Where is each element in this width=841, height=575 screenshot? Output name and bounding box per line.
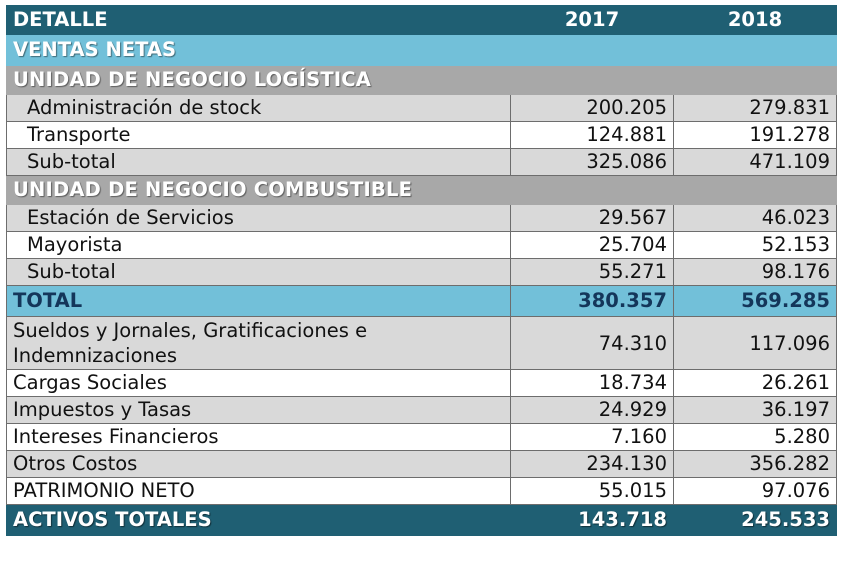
table-row: Estación de Servicios 29.567 46.023 <box>6 204 837 232</box>
header-label: DETALLE <box>6 5 511 35</box>
financial-detail-table-wrap: DETALLE 2017 2018 VENTAS NETAS UNIDAD DE… <box>6 5 837 536</box>
unit-title-logistica: UNIDAD DE NEGOCIO LOGÍSTICA <box>6 65 837 95</box>
header-row: DETALLE 2017 2018 <box>6 5 837 35</box>
final-value-2017: 143.718 <box>510 504 674 536</box>
row-value-2017: 74.310 <box>510 316 674 370</box>
row-value-2017: 325.086 <box>510 148 674 176</box>
row-label: Estación de Servicios <box>6 204 511 232</box>
row-label: Sub-total <box>6 148 511 176</box>
table-row: Administración de stock 200.205 279.831 <box>6 94 837 122</box>
row-value-2017: 25.704 <box>510 231 674 259</box>
section-title: VENTAS NETAS <box>6 34 837 66</box>
final-label: ACTIVOS TOTALES <box>6 504 511 536</box>
row-value-2017: 55.015 <box>510 477 674 505</box>
row-value-2017: 29.567 <box>510 204 674 232</box>
row-value-2018: 97.076 <box>673 477 837 505</box>
activos-totales-row: ACTIVOS TOTALES 143.718 245.533 <box>6 504 837 536</box>
row-value-2018: 471.109 <box>673 148 837 176</box>
total-row: TOTAL 380.357 569.285 <box>6 285 837 317</box>
table-row: Impuestos y Tasas 24.929 36.197 <box>6 396 837 424</box>
table-row: Intereses Financieros 7.160 5.280 <box>6 423 837 451</box>
row-value-2017: 200.205 <box>510 94 674 122</box>
row-value-2018: 36.197 <box>673 396 837 424</box>
header-year-2017: 2017 <box>510 5 674 35</box>
row-label: Otros Costos <box>6 450 511 478</box>
row-label: Sub-total <box>6 258 511 286</box>
row-value-2017: 18.734 <box>510 369 674 397</box>
row-value-2018: 5.280 <box>673 423 837 451</box>
table-row: PATRIMONIO NETO 55.015 97.076 <box>6 477 837 505</box>
row-label: Transporte <box>6 121 511 149</box>
row-label: Sueldos y Jornales, Gratificaciones e In… <box>6 316 511 370</box>
row-label: Administración de stock <box>6 94 511 122</box>
row-value-2018: 117.096 <box>673 316 837 370</box>
row-label: PATRIMONIO NETO <box>6 477 511 505</box>
row-value-2017: 124.881 <box>510 121 674 149</box>
row-label: Cargas Sociales <box>6 369 511 397</box>
section-row-ventas-netas: VENTAS NETAS <box>6 34 837 66</box>
table-row: Cargas Sociales 18.734 26.261 <box>6 369 837 397</box>
row-value-2017: 7.160 <box>510 423 674 451</box>
row-value-2017: 55.271 <box>510 258 674 286</box>
subtotal-row-combustible: Sub-total 55.271 98.176 <box>6 258 837 286</box>
row-label: Impuestos y Tasas <box>6 396 511 424</box>
row-value-2018: 46.023 <box>673 204 837 232</box>
row-value-2018: 279.831 <box>673 94 837 122</box>
final-value-2018: 245.533 <box>673 504 837 536</box>
table-row: Sueldos y Jornales, Gratificaciones e In… <box>6 316 837 370</box>
financial-detail-table: DETALLE 2017 2018 VENTAS NETAS UNIDAD DE… <box>6 5 837 536</box>
total-value-2018: 569.285 <box>673 285 837 317</box>
row-label: Intereses Financieros <box>6 423 511 451</box>
row-label: Mayorista <box>6 231 511 259</box>
unit-row-combustible: UNIDAD DE NEGOCIO COMBUSTIBLE <box>6 175 837 205</box>
unit-title-combustible: UNIDAD DE NEGOCIO COMBUSTIBLE <box>6 175 837 205</box>
row-value-2018: 52.153 <box>673 231 837 259</box>
total-label: TOTAL <box>6 285 511 317</box>
row-value-2017: 24.929 <box>510 396 674 424</box>
row-value-2017: 234.130 <box>510 450 674 478</box>
table-row: Otros Costos 234.130 356.282 <box>6 450 837 478</box>
row-value-2018: 191.278 <box>673 121 837 149</box>
table-row: Mayorista 25.704 52.153 <box>6 231 837 259</box>
row-value-2018: 98.176 <box>673 258 837 286</box>
row-value-2018: 26.261 <box>673 369 837 397</box>
subtotal-row-logistica: Sub-total 325.086 471.109 <box>6 148 837 176</box>
row-value-2018: 356.282 <box>673 450 837 478</box>
table-row: Transporte 124.881 191.278 <box>6 121 837 149</box>
total-value-2017: 380.357 <box>510 285 674 317</box>
unit-row-logistica: UNIDAD DE NEGOCIO LOGÍSTICA <box>6 65 837 95</box>
header-year-2018: 2018 <box>673 5 837 35</box>
